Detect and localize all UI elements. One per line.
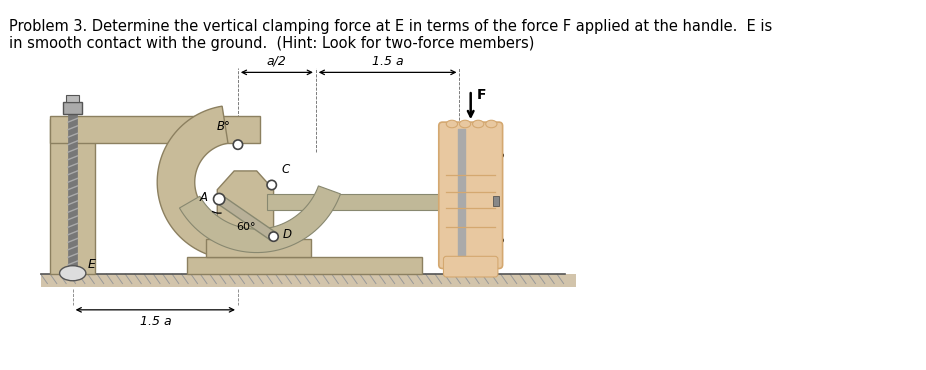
Ellipse shape [472,120,483,128]
Text: F: F [476,88,486,102]
Polygon shape [217,195,276,240]
Bar [187,257,422,274]
Bar [63,102,82,114]
Bar [50,119,95,274]
FancyBboxPatch shape [439,122,503,269]
Circle shape [214,194,225,205]
Ellipse shape [59,266,86,281]
Text: a/2: a/2 [486,152,506,165]
Text: 1.5 a: 1.5 a [140,314,171,327]
Bar [41,274,576,287]
Text: 60°: 60° [236,222,256,232]
Text: in smooth contact with the ground.  (Hint: Look for two-force members): in smooth contact with the ground. (Hint… [9,36,534,51]
Text: a/2: a/2 [267,55,287,68]
Text: A: A [200,191,207,204]
FancyBboxPatch shape [444,256,498,277]
Bar [494,196,499,206]
Text: B°: B° [217,120,231,133]
Text: D: D [283,228,292,241]
Polygon shape [180,186,341,253]
Circle shape [233,140,243,149]
Circle shape [267,180,276,190]
Polygon shape [218,171,273,239]
Ellipse shape [446,120,457,128]
Text: Problem 3. Determine the vertical clamping force at E in terms of the force F ap: Problem 3. Determine the vertical clampi… [9,19,772,34]
Ellipse shape [486,120,497,128]
Text: E: E [88,258,95,271]
Ellipse shape [459,120,470,128]
Bar [267,194,461,210]
Text: a/2: a/2 [486,237,506,250]
Circle shape [269,232,279,241]
Text: C: C [282,162,289,176]
Bar [50,117,259,143]
Text: 1.5 a: 1.5 a [372,55,404,68]
Bar [206,239,311,257]
Polygon shape [157,106,228,258]
Bar [66,95,80,102]
